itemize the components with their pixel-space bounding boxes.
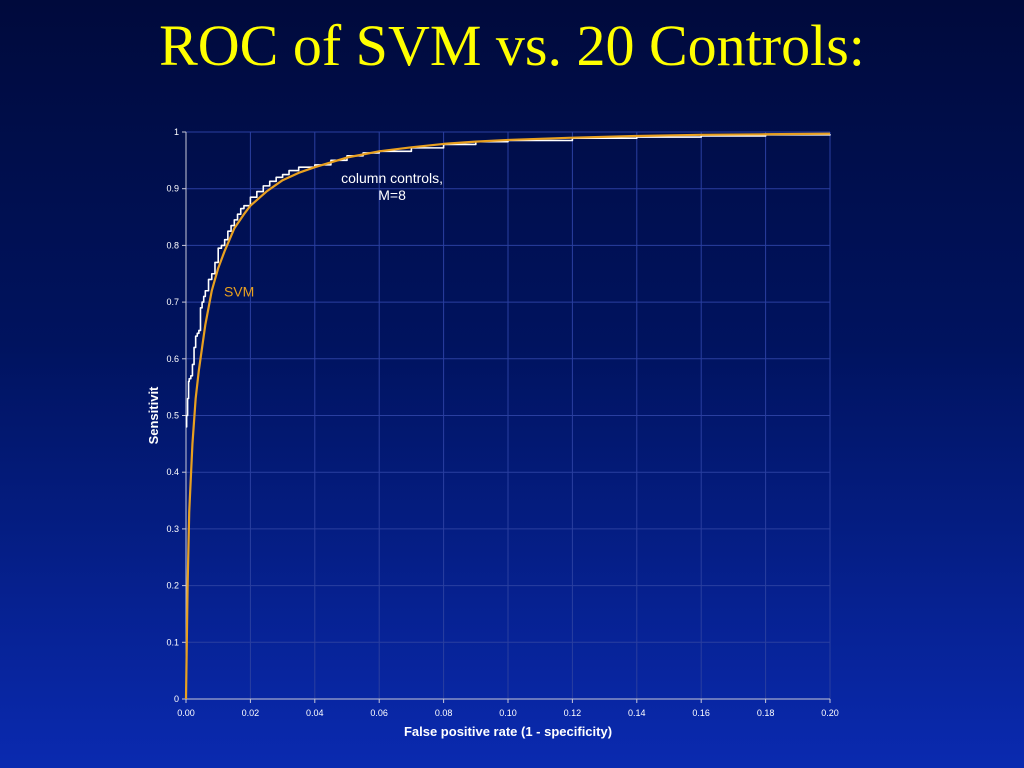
y-axis-title: Sensitivit [146, 386, 161, 444]
annotation-line: SVM [224, 283, 254, 299]
slide-title: ROC of SVM vs. 20 Controls: [159, 13, 865, 78]
y-tick-label: 0.4 [166, 467, 179, 477]
y-tick-label: 0.2 [166, 581, 179, 591]
y-tick-label: 0.9 [166, 184, 179, 194]
x-tick-label: 0.04 [306, 708, 324, 718]
series-lines [184, 132, 831, 700]
chart-annotation: column controls, M=8 [341, 170, 443, 203]
y-tick-label: 0.6 [166, 354, 179, 364]
x-tick-label: 0.00 [177, 708, 195, 718]
y-tick-label: 0.1 [166, 637, 179, 647]
annotations: column controls, M=8 SVM [224, 170, 443, 299]
x-tick-label: 0.20 [821, 708, 839, 718]
x-tick-label: 0.02 [242, 708, 260, 718]
x-axis-title: False positive rate (1 - specificity) [404, 724, 612, 739]
series-line-svm [184, 132, 831, 700]
grid-lines [185, 131, 831, 700]
chart-annotation: SVM [224, 283, 254, 299]
x-tick-label: 0.12 [564, 708, 582, 718]
y-tick-label: 0 [174, 694, 179, 704]
annotation-line: column controls, [341, 170, 443, 186]
x-tick-label: 0.06 [370, 708, 388, 718]
x-axis-ticks: 0.00 0.02 0.04 0.06 0.08 0.10 0.12 0.14 0.16 0.18… [177, 699, 839, 718]
y-tick-label: 0.5 [166, 411, 179, 421]
x-tick-label: 0.10 [499, 708, 517, 718]
y-tick-label: 1 [174, 127, 179, 137]
x-tick-label: 0.16 [692, 708, 710, 718]
y-tick-label: 0.8 [166, 240, 179, 250]
y-tick-label: 0.7 [166, 297, 179, 307]
y-axis-ticks: 0 0.1 0.2 0.3 0.4 0.5 0.6 0.7 0.8 0.9 1 [166, 127, 186, 704]
x-tick-label: 0.08 [435, 708, 453, 718]
x-tick-label: 0.18 [757, 708, 775, 718]
annotation-line: M=8 [378, 187, 406, 203]
x-tick-label: 0.14 [628, 708, 646, 718]
y-tick-label: 0.3 [166, 524, 179, 534]
